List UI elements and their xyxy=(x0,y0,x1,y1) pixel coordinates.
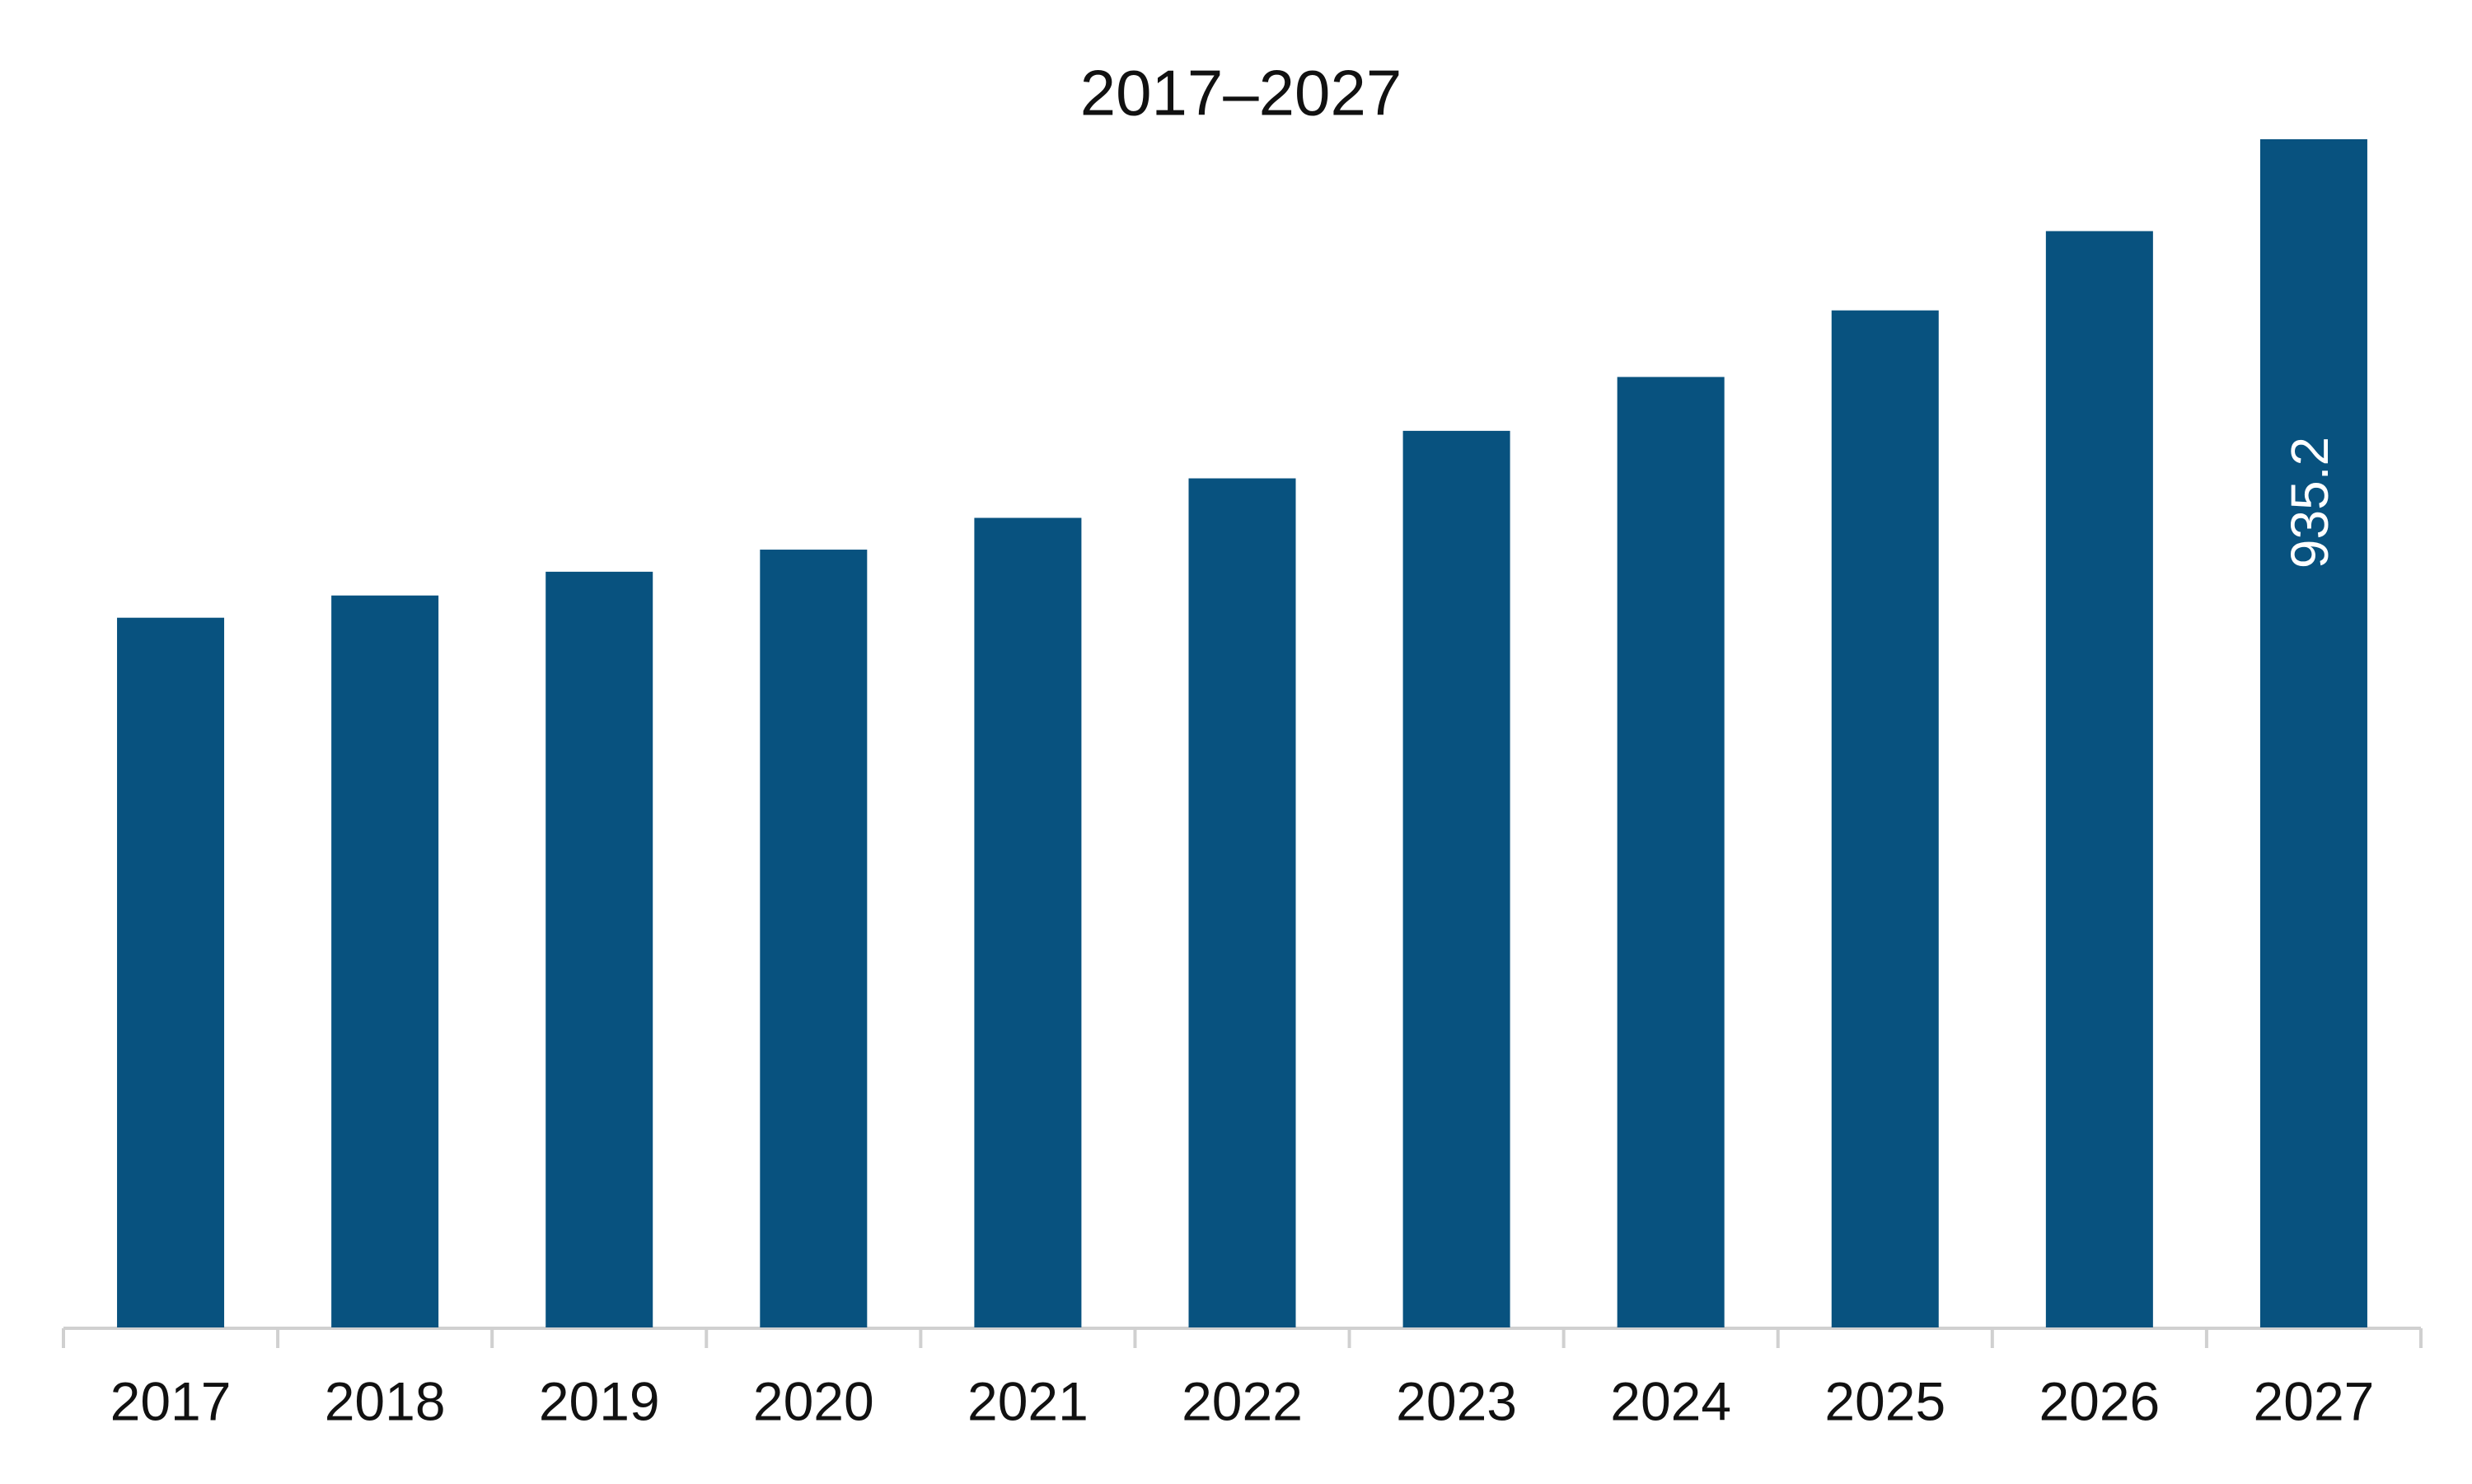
bar xyxy=(2259,139,2367,1327)
x-tick-label: 2019 xyxy=(539,1370,660,1431)
bar xyxy=(1188,478,1296,1328)
bar xyxy=(760,550,868,1327)
bar xyxy=(974,517,1082,1327)
value-label: 935.2 xyxy=(2280,437,2339,569)
x-tick-label: 2017 xyxy=(110,1370,232,1431)
bar xyxy=(1831,310,1939,1328)
x-tick-label: 2022 xyxy=(1182,1370,1303,1431)
bar xyxy=(117,617,225,1327)
x-tick-label: 2025 xyxy=(1824,1370,1945,1431)
bar xyxy=(2045,231,2153,1328)
bar xyxy=(545,571,653,1327)
x-tick-label: 2020 xyxy=(753,1370,874,1431)
chart-title: 2017–2027 xyxy=(1080,57,1402,129)
bar xyxy=(1402,430,1510,1327)
x-tick-label: 2027 xyxy=(2254,1370,2375,1431)
x-tick-label: 2024 xyxy=(1610,1370,1731,1431)
x-tick-label: 2021 xyxy=(967,1370,1089,1431)
x-tick-label: 2026 xyxy=(2039,1370,2160,1431)
bar xyxy=(331,595,439,1327)
bar xyxy=(1617,377,1725,1327)
x-tick-label: 2023 xyxy=(1396,1370,1517,1431)
x-tick-label: 2018 xyxy=(325,1370,446,1431)
